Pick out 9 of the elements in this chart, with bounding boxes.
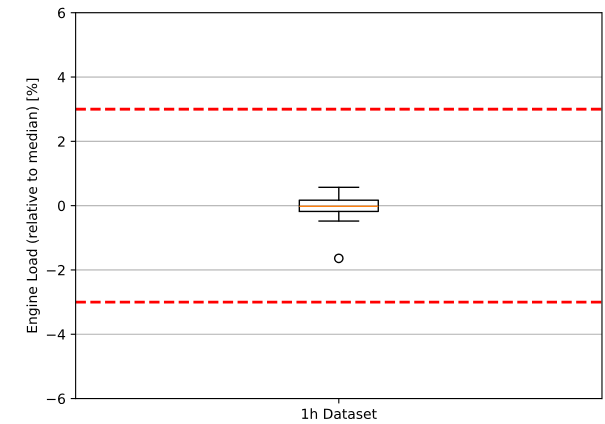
y-tick-label: 6 <box>58 8 66 18</box>
y-tick-label: −6 <box>46 394 66 404</box>
x-tick-label: 1h Dataset <box>302 408 377 420</box>
y-tick-label: 4 <box>58 72 66 82</box>
y-tick-label: −4 <box>46 329 66 340</box>
y-tick-label: 2 <box>58 136 65 147</box>
y-tick-label: 0 <box>58 200 65 212</box>
y-axis-title: Engine Load (relative to median) [%] <box>26 78 40 332</box>
y-tick-label: −2 <box>46 264 65 276</box>
